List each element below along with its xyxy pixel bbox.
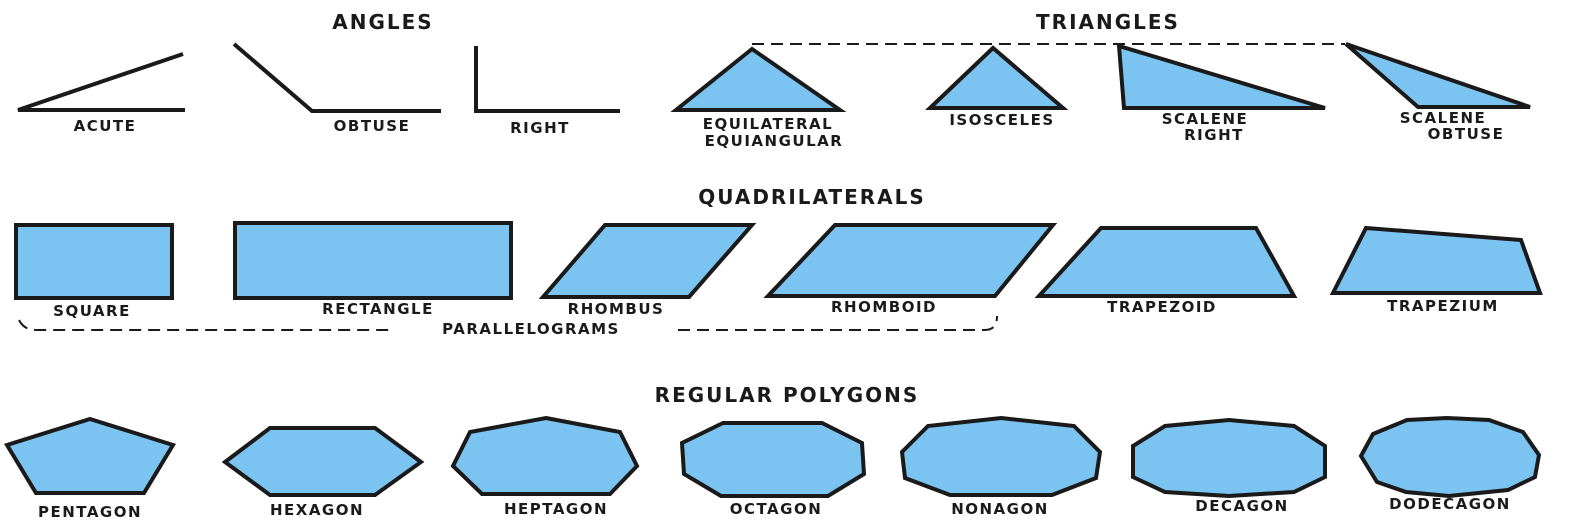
hexagon-shape: [221, 426, 425, 497]
label-decagon: DECAGON: [1195, 497, 1288, 515]
decagon-shape: [1131, 417, 1327, 499]
label-trapezium: TRAPEZIUM: [1387, 297, 1499, 315]
label-acute: ACUTE: [74, 117, 137, 135]
label-rectangle: RECTANGLE: [322, 300, 434, 318]
label-octagon: OCTAGON: [730, 500, 823, 518]
parallelograms-bracket-right: [678, 315, 998, 331]
label-rhombus: RHOMBUS: [568, 300, 665, 318]
label-scalene-obtuse-1: SCALENE: [1400, 109, 1487, 127]
scalene-right-triangle: [1116, 43, 1326, 110]
equilateral-triangle: [670, 46, 847, 112]
nonagon-shape: [899, 415, 1103, 497]
label-rhomboid: RHOMBOID: [831, 298, 937, 316]
label-equilateral: EQUILATERAL: [703, 115, 833, 133]
label-equiangular: EQUIANGULAR: [705, 132, 844, 150]
label-heptagon: HEPTAGON: [504, 500, 608, 518]
acute-angle: [17, 52, 185, 112]
rhombus-shape: [538, 223, 757, 299]
isosceles-triangle: [925, 45, 1069, 110]
label-right: RIGHT: [510, 119, 570, 137]
obtuse-angle: [232, 42, 441, 113]
label-scalene-right-1: SCALENE: [1162, 110, 1249, 128]
label-square: SQUARE: [53, 302, 131, 320]
parallelograms-bracket-left: [18, 319, 390, 331]
title-regular-polygons: REGULAR POLYGONS: [655, 383, 920, 407]
trapezoid-shape: [1034, 226, 1298, 298]
scalene-obtuse-triangle: [1344, 42, 1531, 109]
rhomboid-shape: [763, 223, 1058, 298]
label-isosceles: ISOSCELES: [949, 111, 1054, 129]
label-scalene-obtuse-2: OBTUSE: [1428, 125, 1505, 143]
label-scalene-right-2: RIGHT: [1184, 126, 1244, 144]
label-obtuse: OBTUSE: [334, 117, 411, 135]
label-dodecagon: DODECAGON: [1389, 495, 1511, 513]
right-angle: [474, 46, 620, 113]
label-pentagon: PENTAGON: [38, 503, 142, 521]
label-nonagon: NONAGON: [951, 500, 1049, 518]
pentagon-shape: [3, 416, 177, 495]
octagon-shape: [679, 421, 867, 498]
trapezium-shape: [1329, 225, 1543, 295]
square-shape: [14, 223, 174, 300]
title-angles: ANGLES: [332, 10, 433, 34]
rectangle-shape: [233, 221, 513, 300]
label-parallelograms: PARALLELOGRAMS: [442, 320, 620, 338]
title-triangles: TRIANGLES: [1036, 10, 1180, 34]
title-quadrilaterals: QUADRILATERALS: [698, 185, 926, 209]
label-hexagon: HEXAGON: [270, 501, 364, 519]
heptagon-shape: [450, 415, 640, 496]
dodecagon-shape: [1358, 415, 1542, 499]
label-trapezoid: TRAPEZOID: [1107, 298, 1217, 316]
